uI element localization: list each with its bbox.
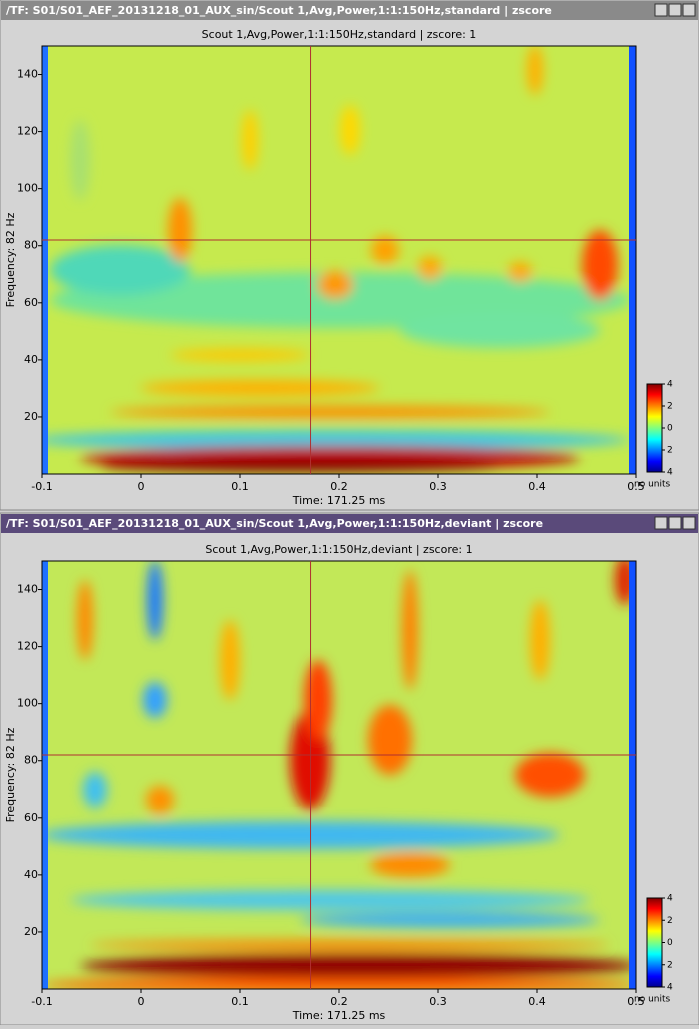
x-tick-label: 0 xyxy=(138,480,145,493)
maximize-button[interactable] xyxy=(668,3,682,17)
colorbar-tick-label: 2 xyxy=(667,402,673,412)
chart-title: Scout 1,Avg,Power,1:1:150Hz,deviant | zs… xyxy=(205,543,472,556)
title-bar xyxy=(1,1,698,20)
y-tick-label: 40 xyxy=(24,353,38,366)
colorbar-tick-label: 2 xyxy=(667,916,673,926)
colorbar-tick-label: 2 xyxy=(667,960,673,970)
x-tick-label: 0 xyxy=(138,995,145,1008)
chart-title: Scout 1,Avg,Power,1:1:150Hz,standard | z… xyxy=(202,28,477,41)
y-tick-label: 100 xyxy=(17,182,38,195)
y-axis-label: Frequency: 82 Hz xyxy=(4,727,17,822)
colorbar-tick-label: 4 xyxy=(667,468,673,478)
y-axis-label: Frequency: 82 Hz xyxy=(4,212,17,307)
colorbar-tick-label: 4 xyxy=(667,894,673,904)
x-tick-label: 0.2 xyxy=(330,995,348,1008)
colorbar-tick-label: 0 xyxy=(667,424,673,434)
colorbar-label: no units xyxy=(634,995,671,1005)
heatmap-image xyxy=(42,46,636,474)
x-tick-label: 0.5 xyxy=(627,995,645,1008)
maximize-button[interactable] xyxy=(668,516,682,530)
y-tick-label: 120 xyxy=(17,640,38,653)
y-tick-label: 60 xyxy=(24,296,38,309)
x-tick-label: 0.4 xyxy=(528,480,546,493)
colorbar-tick-label: 0 xyxy=(667,938,673,948)
colorbar-label: no units xyxy=(634,480,671,490)
heatmap-image xyxy=(42,561,636,989)
y-tick-label: 100 xyxy=(17,697,38,710)
x-tick-label: 0.1 xyxy=(231,480,249,493)
x-tick-label: 0.2 xyxy=(330,480,348,493)
colorbar-tick-label: 2 xyxy=(667,446,673,456)
x-tick-label: 0.5 xyxy=(627,480,645,493)
close-button[interactable] xyxy=(682,516,696,530)
y-tick-label: 120 xyxy=(17,125,38,138)
x-tick-label: -0.1 xyxy=(31,480,52,493)
colorbar xyxy=(646,897,663,988)
colorbar-tick-label: 4 xyxy=(667,983,673,993)
y-tick-label: 80 xyxy=(24,754,38,767)
x-tick-label: 0.3 xyxy=(429,480,447,493)
window-title: /TF: S01/S01_AEF_20131218_01_AUX_sin/Sco… xyxy=(6,4,552,17)
y-tick-label: 140 xyxy=(17,68,38,81)
y-tick-label: 20 xyxy=(24,410,38,423)
y-tick-label: 20 xyxy=(24,925,38,938)
y-tick-label: 40 xyxy=(24,868,38,881)
y-tick-label: 140 xyxy=(17,583,38,596)
y-tick-label: 60 xyxy=(24,811,38,824)
window-title: /TF: S01/S01_AEF_20131218_01_AUX_sin/Sco… xyxy=(6,517,543,530)
minimize-button[interactable] xyxy=(654,3,668,17)
colorbar xyxy=(646,383,663,473)
colorbar-tick-label: 4 xyxy=(667,380,673,390)
x-tick-label: 0.1 xyxy=(231,995,249,1008)
y-tick-label: 80 xyxy=(24,239,38,252)
close-button[interactable] xyxy=(682,3,696,17)
x-axis-label: Time: 171.25 ms xyxy=(292,1009,386,1022)
x-tick-label: 0.4 xyxy=(528,995,546,1008)
minimize-button[interactable] xyxy=(654,516,668,530)
title-bar xyxy=(1,514,698,533)
x-tick-label: 0.3 xyxy=(429,995,447,1008)
x-axis-label: Time: 171.25 ms xyxy=(292,494,386,507)
x-tick-label: -0.1 xyxy=(31,995,52,1008)
